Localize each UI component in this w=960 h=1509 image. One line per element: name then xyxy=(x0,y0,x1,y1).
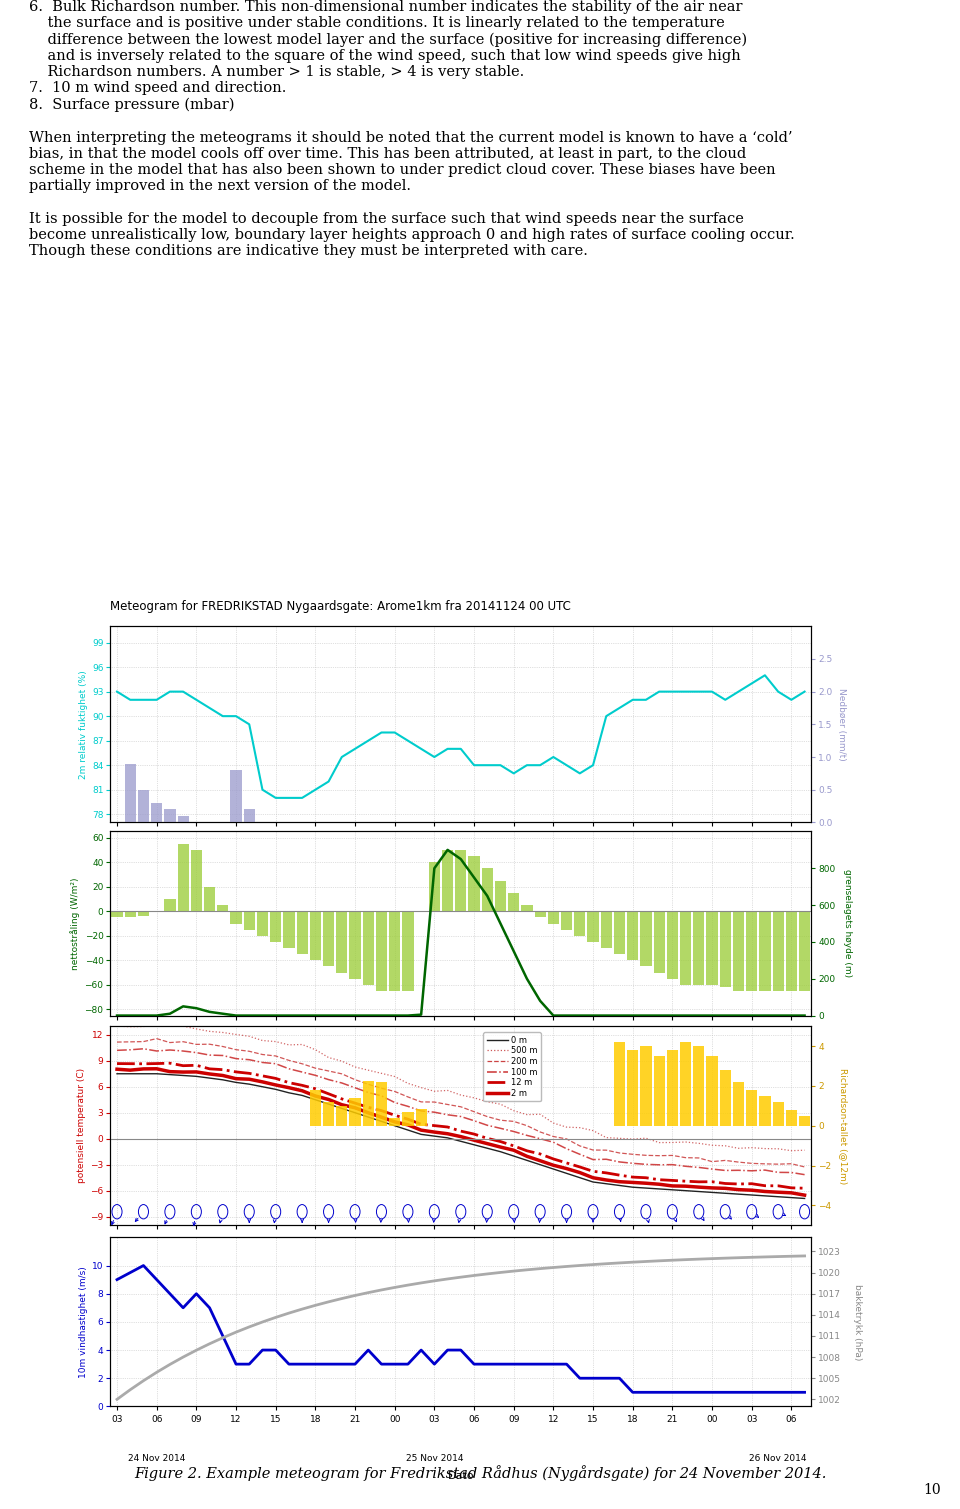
Bar xyxy=(720,1070,731,1126)
Bar xyxy=(720,911,731,987)
Bar xyxy=(442,850,453,911)
Bar xyxy=(310,1089,321,1126)
Bar xyxy=(178,844,189,911)
Bar xyxy=(494,881,506,911)
Y-axis label: Nedbøer (mm/t): Nedbøer (mm/t) xyxy=(837,688,847,761)
Bar xyxy=(402,911,414,991)
Bar xyxy=(680,1043,691,1126)
Text: 25 Nov 2014: 25 Nov 2014 xyxy=(406,1453,463,1462)
Y-axis label: Richardson-tallet (@12m): Richardson-tallet (@12m) xyxy=(839,1067,848,1185)
Bar xyxy=(613,1043,625,1126)
Bar xyxy=(799,1115,810,1126)
Bar xyxy=(785,1109,797,1126)
Text: 6.  Bulk Richardson number. This non-dimensional number indicates the stability : 6. Bulk Richardson number. This non-dime… xyxy=(29,0,795,258)
Bar xyxy=(588,911,599,942)
Bar xyxy=(283,911,295,948)
Bar xyxy=(270,911,281,942)
Y-axis label: potensiell temperatur (C): potensiell temperatur (C) xyxy=(77,1068,86,1183)
Bar xyxy=(111,911,123,917)
Text: 26 Nov 2014: 26 Nov 2014 xyxy=(750,1453,807,1462)
Bar xyxy=(521,905,533,911)
Text: 24 Nov 2014: 24 Nov 2014 xyxy=(128,1453,185,1462)
Bar xyxy=(244,911,254,930)
Text: Meteogram for FREDRIKSTAD Nygaardsgate: Arome1km fra 20141124 00 UTC: Meteogram for FREDRIKSTAD Nygaardsgate: … xyxy=(110,601,571,613)
Bar xyxy=(376,911,387,991)
Bar xyxy=(667,1050,678,1126)
Bar xyxy=(230,911,242,924)
Bar xyxy=(429,862,440,911)
Bar xyxy=(138,789,149,822)
Bar xyxy=(613,911,625,954)
Bar xyxy=(561,911,572,930)
Bar xyxy=(323,911,334,966)
Bar xyxy=(759,1096,771,1126)
Bar xyxy=(164,809,176,822)
Bar xyxy=(138,911,149,916)
Text: 10: 10 xyxy=(924,1483,941,1497)
Bar xyxy=(164,899,176,911)
Bar xyxy=(455,850,467,911)
Bar xyxy=(191,850,202,911)
Bar xyxy=(310,911,321,960)
Bar xyxy=(759,911,771,991)
Bar xyxy=(773,911,783,991)
Y-axis label: bakketrykk (hPa): bakketrykk (hPa) xyxy=(853,1284,862,1360)
Bar xyxy=(257,911,268,936)
Bar xyxy=(244,809,254,822)
Bar xyxy=(204,887,215,911)
Bar xyxy=(336,1106,348,1126)
Bar xyxy=(416,1109,427,1126)
Bar xyxy=(336,911,348,973)
Bar xyxy=(707,911,718,985)
Bar xyxy=(349,911,361,979)
Bar xyxy=(230,770,242,822)
Bar xyxy=(482,868,492,911)
Bar xyxy=(799,911,810,991)
Legend: 0 m, 500 m, 200 m, 100 m, 12 m, 2 m: 0 m, 500 m, 200 m, 100 m, 12 m, 2 m xyxy=(484,1032,540,1102)
Bar xyxy=(627,1050,638,1126)
Bar xyxy=(707,1056,718,1126)
Bar xyxy=(535,911,545,917)
Bar xyxy=(773,1102,783,1126)
Bar xyxy=(151,803,162,822)
Bar xyxy=(468,856,480,911)
Bar xyxy=(654,1056,664,1126)
Bar xyxy=(349,1097,361,1126)
Bar xyxy=(376,1082,387,1126)
Bar xyxy=(693,1046,705,1126)
Text: Figure 2. Example meteogram for Fredrikstad Rådhus (Nygårdsgate) for 24 November: Figure 2. Example meteogram for Fredriks… xyxy=(133,1465,827,1482)
Bar xyxy=(627,911,638,960)
Bar xyxy=(363,1082,373,1126)
Bar xyxy=(389,911,400,991)
Bar xyxy=(680,911,691,985)
Bar xyxy=(178,816,189,822)
Bar xyxy=(746,1089,757,1126)
Bar xyxy=(746,911,757,991)
Text: Dato: Dato xyxy=(447,1471,474,1480)
Bar xyxy=(640,911,652,966)
Bar xyxy=(297,911,308,954)
Bar xyxy=(640,1046,652,1126)
Bar xyxy=(732,1082,744,1126)
Y-axis label: 2m relativ fuktighet (%): 2m relativ fuktighet (%) xyxy=(79,670,87,779)
Bar xyxy=(785,911,797,991)
Bar xyxy=(389,1118,400,1126)
Bar xyxy=(508,893,519,911)
Bar xyxy=(654,911,664,973)
Bar xyxy=(125,764,136,822)
Bar xyxy=(574,911,586,936)
Bar xyxy=(667,911,678,979)
Y-axis label: 10m vindhastighet (m/s): 10m vindhastighet (m/s) xyxy=(79,1266,87,1378)
Bar xyxy=(402,1112,414,1126)
Y-axis label: grenselagets høyde (m): grenselagets høyde (m) xyxy=(843,869,852,978)
Y-axis label: nettostråling (W/m²): nettostråling (W/m²) xyxy=(70,877,81,970)
Bar xyxy=(732,911,744,991)
Bar xyxy=(363,911,373,985)
Bar xyxy=(217,905,228,911)
Bar xyxy=(601,911,612,948)
Bar xyxy=(693,911,705,985)
Bar xyxy=(125,911,136,917)
Bar xyxy=(323,1103,334,1126)
Bar xyxy=(548,911,559,924)
